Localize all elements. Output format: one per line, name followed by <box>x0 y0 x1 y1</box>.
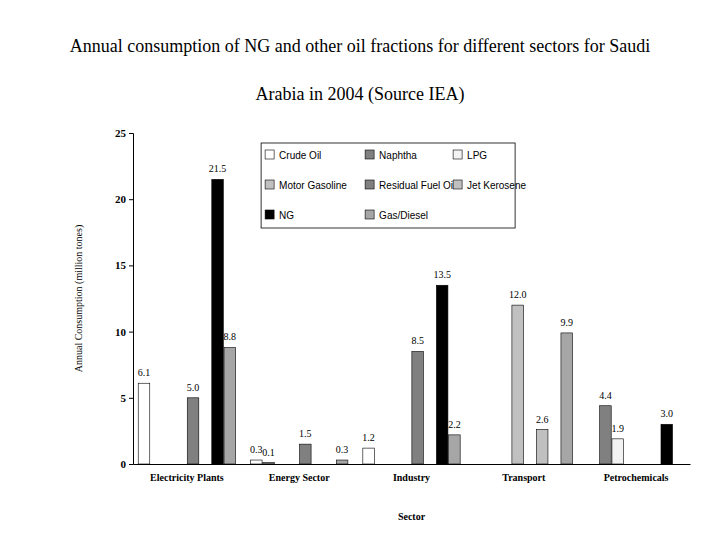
title-line: Arabia in 2004 (Source IEA) <box>256 84 465 105</box>
y-tick-mark <box>129 398 133 399</box>
bar <box>251 460 263 464</box>
legend-item: Residual Fuel Oil <box>365 180 455 191</box>
bar <box>536 430 548 464</box>
y-tick-label: 5 <box>121 392 127 404</box>
y-tick-label: 25 <box>115 127 127 139</box>
legend-item: NG <box>265 210 294 221</box>
data-label: 0.3 <box>336 444 349 455</box>
data-label: 1.9 <box>611 423 624 434</box>
bar <box>612 439 624 464</box>
legend: Crude Oil Naphtha LPG Motor Gasoline Residua… <box>261 143 526 228</box>
y-tick-mark <box>129 133 133 134</box>
data-label: 1.2 <box>362 432 375 443</box>
bar <box>600 406 612 464</box>
bar <box>661 424 673 464</box>
y-tick-label: 15 <box>115 259 127 271</box>
x-tick-label: Petrochemicals <box>604 472 669 483</box>
data-label: 9.9 <box>560 317 573 328</box>
legend-item: Naphtha <box>365 150 417 161</box>
bar <box>212 179 224 464</box>
y-tick: 20 <box>115 193 133 205</box>
y-tick: 5 <box>121 392 134 404</box>
legend-item: Gas/Diesel <box>365 210 428 221</box>
legend-swatch <box>365 210 374 219</box>
bar <box>224 347 236 464</box>
bar <box>436 285 448 464</box>
x-tick: Petrochemicals <box>604 472 669 483</box>
bar <box>363 448 375 464</box>
y-tick-mark <box>129 464 133 465</box>
y-tick-label: 10 <box>115 326 127 338</box>
bar <box>138 383 150 464</box>
bar <box>300 444 312 464</box>
data-label: 21.5 <box>209 163 227 174</box>
data-label: 13.5 <box>433 269 451 280</box>
legend-item: LPG <box>453 150 487 161</box>
legend-swatch <box>365 150 374 159</box>
data-label: 1.5 <box>299 428 312 439</box>
data-label: 3.0 <box>660 408 673 419</box>
legend-swatch <box>365 180 374 189</box>
bar <box>449 435 461 464</box>
data-label: 0.1 <box>262 447 275 458</box>
data-label: 5.0 <box>187 382 200 393</box>
data-label: 12.0 <box>509 289 527 300</box>
x-axis-line <box>134 464 691 465</box>
legend-label: Motor Gasoline <box>279 180 347 191</box>
legend-label: LPG <box>467 150 487 161</box>
data-label: 0.3 <box>250 444 263 455</box>
x-tick: Industry <box>393 472 430 483</box>
legend-label: Crude Oil <box>279 150 321 161</box>
legend-swatch <box>453 150 462 159</box>
data-label: 4.4 <box>599 390 612 401</box>
title-line: Annual consumption of NG and other oil f… <box>70 36 651 56</box>
y-tick: 25 <box>115 127 133 139</box>
x-tick-label: Transport <box>502 472 546 483</box>
y-axis-title: Annual Consumption (million tones) <box>73 225 85 373</box>
y-axis: 0 5 10 15 20 25 <box>115 127 134 470</box>
x-tick-label: Energy Sector <box>269 472 330 483</box>
chart: Annual consumption of NG and other oil f… <box>0 0 720 540</box>
data-label: 2.2 <box>448 419 461 430</box>
y-tick-mark <box>129 265 133 266</box>
legend-label: Gas/Diesel <box>379 210 428 221</box>
x-tick: Electricity Plants <box>150 472 224 483</box>
y-tick: 15 <box>115 259 133 271</box>
y-tick-label: 0 <box>121 458 127 470</box>
y-tick-mark <box>129 332 133 333</box>
bar <box>561 333 573 464</box>
legend-swatch <box>453 180 462 189</box>
x-axis: Electricity Plants Energy Sector Industry T… <box>134 465 691 484</box>
bar <box>512 305 524 464</box>
x-tick-label: Electricity Plants <box>150 472 224 483</box>
legend-swatch <box>265 150 274 159</box>
legend-item: Motor Gasoline <box>265 180 347 191</box>
legend-swatch <box>265 210 274 219</box>
x-tick: Transport <box>502 472 546 483</box>
legend-swatch <box>265 180 274 189</box>
bar <box>187 398 199 464</box>
y-tick: 0 <box>121 458 134 470</box>
legend-label: Naphtha <box>379 150 417 161</box>
data-label: 8.8 <box>224 331 237 342</box>
data-label: 2.6 <box>536 414 549 425</box>
data-label: 6.1 <box>138 367 151 378</box>
data-label: 8.5 <box>411 335 424 346</box>
legend-item: Crude Oil <box>265 150 321 161</box>
y-tick-label: 20 <box>115 193 127 205</box>
y-tick-mark <box>129 199 133 200</box>
x-tick-label: Industry <box>393 472 430 483</box>
y-axis-line <box>129 134 134 465</box>
legend-item: Jet Kerosene <box>453 180 526 191</box>
legend-label: NG <box>279 210 294 221</box>
x-axis-title: Sector <box>398 511 426 522</box>
legend-label: Residual Fuel Oil <box>379 180 455 191</box>
x-tick: Energy Sector <box>269 472 330 483</box>
bar <box>336 460 348 464</box>
bar <box>263 463 275 464</box>
bar <box>412 351 424 464</box>
y-tick: 10 <box>115 326 133 338</box>
title: Annual consumption of NG and other oil f… <box>70 36 651 105</box>
legend-label: Jet Kerosene <box>467 180 526 191</box>
